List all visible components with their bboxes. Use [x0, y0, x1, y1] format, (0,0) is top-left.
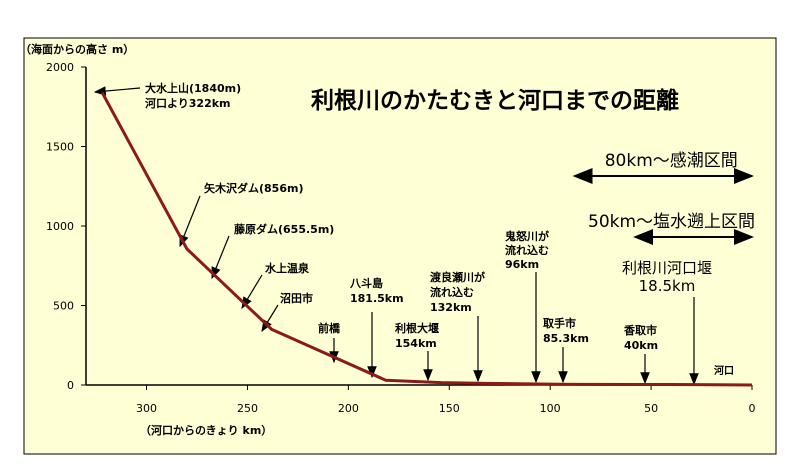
x-tick-label: 50	[644, 402, 658, 415]
x-axis-label: （河口からのきょり km）	[140, 423, 272, 437]
annotation-label: 18.5km	[639, 277, 696, 295]
annotation-arrow	[93, 86, 141, 96]
y-tick-label: 1000	[46, 220, 74, 233]
annotation-label: 前橋	[318, 321, 341, 335]
x-tick-label: 150	[439, 402, 460, 415]
annotation-label: 流れ込む	[505, 243, 549, 257]
annotation-label: 85.3km	[543, 332, 589, 345]
y-tick-label: 2000	[46, 61, 74, 74]
x-tick-label: 200	[338, 402, 359, 415]
annotation-label: 河口より322km	[145, 96, 231, 110]
annotation-label: 藤原ダム(655.5m)	[234, 222, 334, 236]
chart-title: 利根川のかたむきと河口までの距離	[311, 87, 679, 114]
series-layer	[100, 91, 753, 387]
annotation-label: 大水上山(1840m)	[145, 81, 241, 95]
annotation-label: 96km	[505, 258, 539, 271]
annotation-label: 矢木沢ダム(856m)	[204, 181, 303, 195]
y-tick-label: 1500	[46, 141, 74, 154]
x-tick-label: 250	[237, 402, 258, 415]
annotation-label: 利根川河口堰	[622, 259, 712, 277]
annotation-label: 渡良瀬川が	[430, 270, 485, 284]
annotation-label: 流れ込む	[430, 285, 474, 299]
annotation-label: 鬼怒川が	[505, 229, 549, 243]
annotation-arrow	[261, 304, 279, 333]
annotation-label: 沼田市	[280, 291, 313, 305]
arrows-layer	[93, 86, 754, 386]
annotation-arrow	[211, 235, 230, 280]
annotation-label: 132km	[430, 301, 472, 314]
range-label: 80km～感潮区間	[605, 151, 738, 171]
annotation-arrow	[179, 195, 201, 248]
annotation-label: 八斗島	[349, 276, 383, 290]
annotations-layer: 大水上山(1840m)河口より322km 矢木沢ダム(856m) 藤原ダム(655.…	[145, 81, 755, 377]
range-label: 50km～塩水遡上区間	[588, 212, 755, 232]
annotation-label: 40km	[624, 339, 658, 352]
y-tick-label: 0	[67, 379, 74, 392]
annotation-label: 香取市	[623, 323, 657, 337]
annotation-label: 181.5km	[350, 292, 404, 305]
series-line	[100, 91, 753, 387]
y-tick-label: 500	[53, 300, 74, 313]
x-tick-label: 0	[749, 402, 756, 415]
annotation-label: 水上温泉	[265, 261, 310, 275]
x-tick-label: 100	[540, 402, 561, 415]
annotation-label: 取手市	[543, 316, 576, 330]
annotation-label: 河口	[714, 365, 734, 377]
y-axis-label: （海面からの高さ m）	[20, 42, 134, 56]
annotation-label: 154km	[395, 337, 437, 350]
x-tick-label: 300	[136, 402, 157, 415]
annotation-label: 利根大堰	[395, 321, 439, 335]
